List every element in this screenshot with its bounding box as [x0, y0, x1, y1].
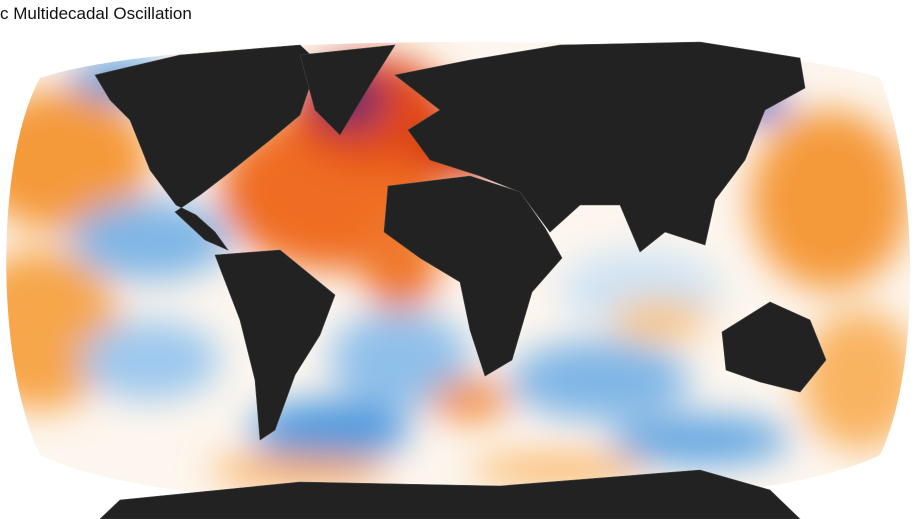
australia [721, 301, 827, 393]
greenland [299, 44, 396, 136]
map-title: c Multidecadal Oscillation [0, 4, 192, 23]
africa [383, 175, 563, 377]
land [94, 41, 827, 519]
south-america [214, 249, 336, 441]
eurasia [394, 41, 806, 253]
antarctica [99, 469, 801, 519]
